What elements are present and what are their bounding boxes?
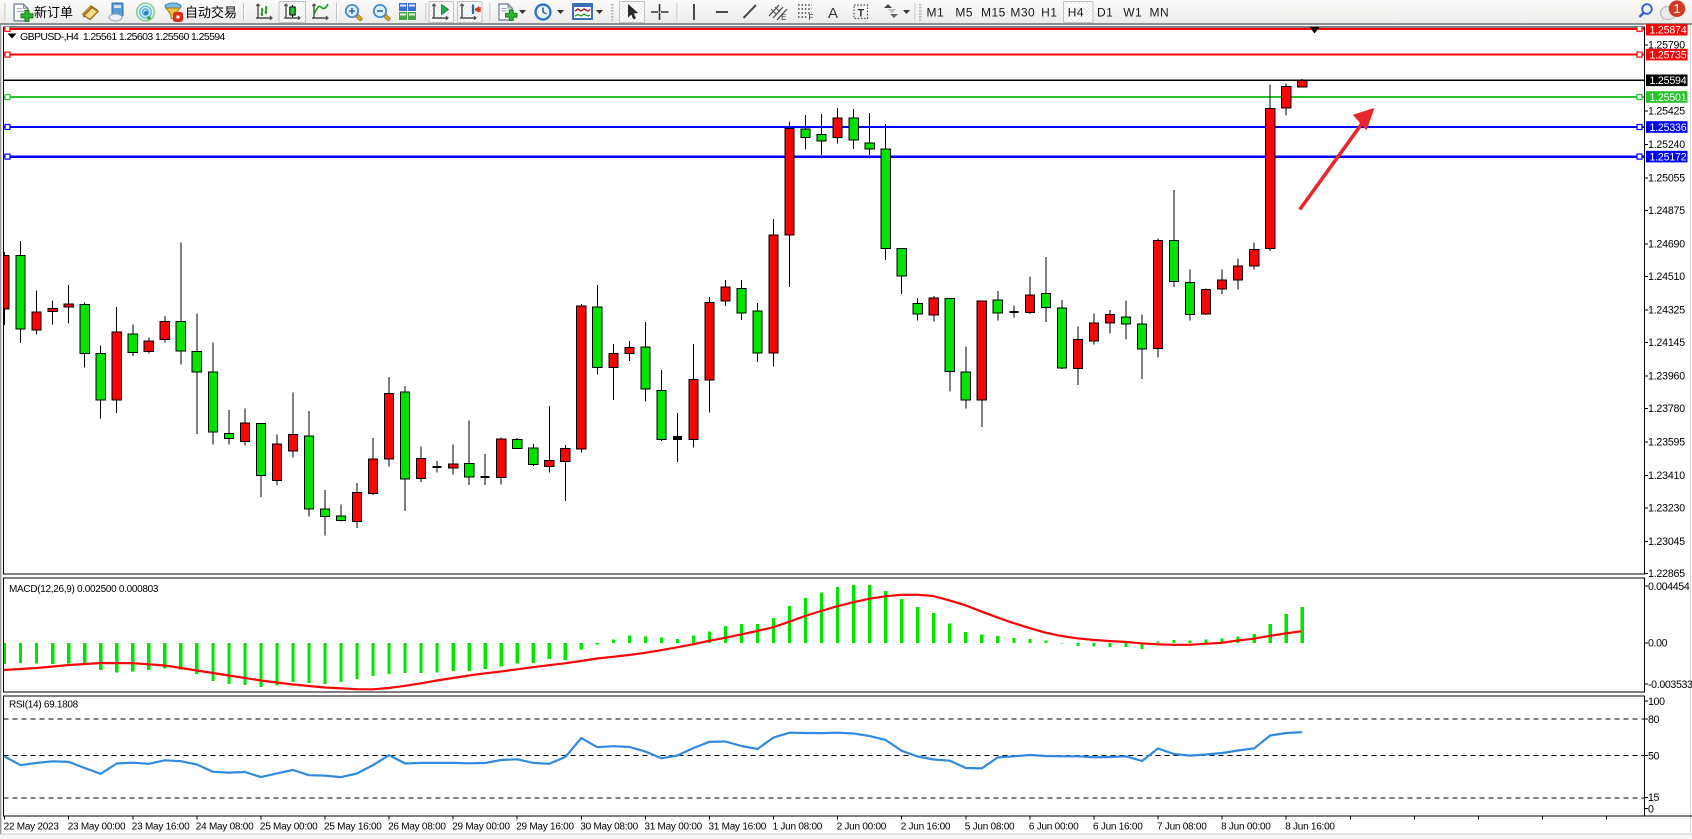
svg-text:1.23960: 1.23960 (1648, 371, 1685, 383)
svg-text:50: 50 (1648, 750, 1660, 762)
svg-text:M5: M5 (955, 6, 973, 20)
svg-text:29 May 16:00: 29 May 16:00 (516, 822, 574, 833)
svg-text:6 Jun 00:00: 6 Jun 00:00 (1029, 822, 1079, 833)
svg-text:25 May 16:00: 25 May 16:00 (324, 822, 382, 833)
svg-text:1 Jun 08:00: 1 Jun 08:00 (773, 822, 823, 833)
svg-text:T: T (858, 8, 865, 20)
svg-text:1.25790: 1.25790 (1648, 40, 1685, 52)
svg-text:80: 80 (1648, 714, 1660, 726)
svg-text:1.25240: 1.25240 (1648, 139, 1685, 151)
svg-text:24 May 08:00: 24 May 08:00 (196, 822, 254, 833)
svg-text:0.00: 0.00 (1648, 638, 1668, 650)
svg-text:1.22865: 1.22865 (1648, 568, 1685, 580)
svg-text:29 May 00:00: 29 May 00:00 (452, 822, 510, 833)
svg-text:1.23410: 1.23410 (1648, 470, 1685, 482)
svg-text:1.24145: 1.24145 (1648, 337, 1685, 349)
svg-text:8 Jun 00:00: 8 Jun 00:00 (1221, 822, 1271, 833)
svg-text:1.24690: 1.24690 (1648, 239, 1685, 251)
svg-text:H4: H4 (1068, 6, 1084, 20)
svg-text:2 Jun 00:00: 2 Jun 00:00 (837, 822, 887, 833)
svg-text:26 May 08:00: 26 May 08:00 (388, 822, 446, 833)
svg-text:30 May 08:00: 30 May 08:00 (580, 822, 638, 833)
svg-text:100: 100 (1648, 696, 1665, 708)
svg-text:1.25425: 1.25425 (1648, 106, 1685, 118)
svg-text:8 Jun 16:00: 8 Jun 16:00 (1285, 822, 1335, 833)
svg-text:-0.003533: -0.003533 (1648, 679, 1692, 691)
svg-text:D1: D1 (1097, 6, 1113, 20)
svg-text:M15: M15 (981, 6, 1006, 20)
svg-text:23 May 00:00: 23 May 00:00 (68, 822, 126, 833)
svg-text:1.24325: 1.24325 (1648, 305, 1685, 317)
svg-text:25 May 00:00: 25 May 00:00 (260, 822, 318, 833)
svg-text:31 May 16:00: 31 May 16:00 (709, 822, 767, 833)
svg-text:1: 1 (1673, 1, 1680, 16)
svg-text:31 May 00:00: 31 May 00:00 (644, 822, 702, 833)
svg-text:23 May 16:00: 23 May 16:00 (132, 822, 190, 833)
svg-text:1.23595: 1.23595 (1648, 437, 1685, 449)
svg-text:6 Jun 16:00: 6 Jun 16:00 (1093, 822, 1143, 833)
svg-text:1.25172: 1.25172 (1650, 151, 1687, 163)
svg-text:1.25735: 1.25735 (1650, 49, 1687, 61)
svg-text:22 May 2023: 22 May 2023 (4, 822, 60, 833)
svg-text:1.25874: 1.25874 (1650, 25, 1687, 37)
svg-text:0.004454: 0.004454 (1648, 581, 1690, 593)
svg-text:1.25336: 1.25336 (1650, 122, 1687, 134)
svg-text:15: 15 (1648, 792, 1660, 804)
svg-text:2 Jun 16:00: 2 Jun 16:00 (901, 822, 951, 833)
svg-text:MN: MN (1149, 6, 1169, 20)
svg-text:GBPUSD-,H4 1.25561 1.25603 1.: GBPUSD-,H4 1.25561 1.25603 1.25560 1.255… (20, 31, 226, 43)
svg-text:W1: W1 (1123, 6, 1142, 20)
svg-text:5 Jun 08:00: 5 Jun 08:00 (965, 822, 1015, 833)
svg-text:1.24875: 1.24875 (1648, 205, 1685, 217)
svg-text:A: A (828, 5, 838, 22)
svg-text:RSI(14) 69.1808: RSI(14) 69.1808 (9, 700, 79, 711)
svg-text:1.23230: 1.23230 (1648, 503, 1685, 515)
svg-text:0: 0 (1648, 803, 1654, 815)
svg-text:H1: H1 (1041, 6, 1057, 20)
svg-text:1.25594: 1.25594 (1650, 75, 1687, 87)
svg-text:新订单: 新订单 (34, 5, 73, 20)
svg-text:1.25501: 1.25501 (1650, 92, 1687, 104)
svg-text:MACD(12,26,9) 0.002500 0.00080: MACD(12,26,9) 0.002500 0.000803 (9, 584, 159, 595)
svg-text:1.25055: 1.25055 (1648, 173, 1685, 185)
svg-text:1.24510: 1.24510 (1648, 271, 1685, 283)
svg-text:1.23045: 1.23045 (1648, 536, 1685, 548)
svg-text:M1: M1 (926, 6, 944, 20)
svg-text:自动交易: 自动交易 (185, 5, 237, 20)
svg-text:M30: M30 (1010, 6, 1035, 20)
svg-text:7 Jun 08:00: 7 Jun 08:00 (1157, 822, 1207, 833)
svg-text:F: F (809, 13, 814, 22)
svg-text:E: E (781, 13, 786, 22)
svg-text:1.23780: 1.23780 (1648, 403, 1685, 415)
